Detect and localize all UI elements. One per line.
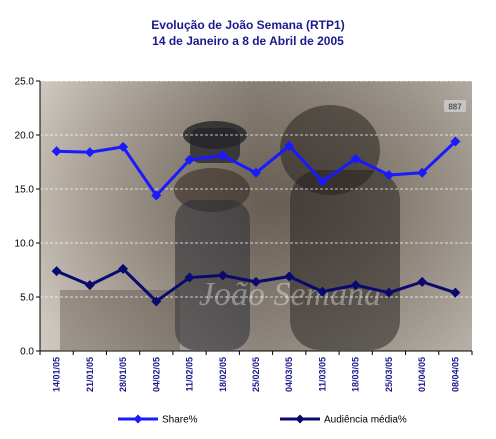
legend-label: Share%	[162, 415, 198, 426]
data-point	[417, 276, 428, 287]
channel-logo	[444, 100, 466, 112]
x-tick-label: 18/03/05	[351, 357, 361, 392]
x-tick-label: 11/02/05	[185, 357, 195, 392]
data-point	[383, 169, 394, 180]
data-point	[251, 276, 261, 287]
y-tick-label: 20.0	[15, 131, 35, 142]
data-point	[151, 190, 162, 201]
y-tick-label: 0.0	[20, 347, 34, 358]
x-tick-label: 21/01/05	[85, 357, 95, 392]
x-tick-label: 01/04/05	[417, 357, 427, 392]
x-tick-label: 28/01/05	[118, 357, 128, 392]
x-tick-label: 25/02/05	[251, 357, 261, 392]
x-tick-label: 18/02/05	[218, 357, 228, 392]
watermark-text: João Semana	[199, 276, 381, 313]
data-point	[84, 147, 95, 158]
data-point	[51, 266, 62, 277]
data-point	[350, 153, 361, 164]
chart-title: Evolução de João Semana (RTP1)	[151, 18, 344, 32]
y-axis-ticks: 0.0 5.0 10.0 15.0 20.0 25.0	[15, 77, 40, 358]
data-point	[350, 280, 361, 291]
chart-subtitle: 14 de Janeiro a 8 de Abril de 2005	[152, 34, 344, 48]
y-tick-label: 5.0	[20, 293, 34, 304]
data-point	[251, 167, 261, 178]
data-point	[51, 146, 62, 157]
channel-logo-text: 887	[448, 103, 462, 112]
x-tick-label: 04/02/05	[151, 357, 161, 392]
data-point	[184, 154, 195, 165]
y-tick-label: 25.0	[15, 77, 35, 88]
x-tick-label: 25/03/05	[384, 357, 394, 392]
y-tick-label: 15.0	[15, 185, 35, 196]
y-tick-label: 10.0	[15, 239, 35, 250]
legend-marker	[133, 414, 143, 424]
data-point	[450, 136, 461, 147]
legend: Share% Audiência média%	[118, 414, 407, 426]
data-point	[383, 287, 394, 298]
axes	[39, 81, 472, 352]
data-point	[317, 176, 328, 187]
data-point	[217, 150, 228, 161]
legend-label: Audiência média%	[324, 415, 407, 426]
data-point	[118, 263, 129, 274]
data-point	[217, 270, 228, 281]
data-point	[417, 167, 428, 178]
x-axis-ticks: 14/01/05 21/01/05 28/01/05 04/02/05 11/02/05…	[39, 351, 473, 392]
data-point	[118, 141, 129, 152]
x-tick-label: 08/04/05	[450, 357, 460, 392]
x-tick-label: 14/01/05	[52, 357, 62, 392]
data-point	[184, 272, 195, 283]
plot-background: 887 João Semana	[40, 81, 472, 351]
data-point	[84, 280, 95, 291]
series-group	[51, 136, 461, 307]
data-point	[317, 286, 328, 297]
data-point	[151, 296, 162, 307]
data-point	[284, 271, 295, 282]
data-point	[450, 287, 461, 298]
gridlines	[40, 80, 472, 298]
data-point	[284, 140, 295, 151]
legend-marker	[295, 414, 305, 424]
x-tick-label: 11/03/05	[317, 357, 327, 392]
x-tick-label: 04/03/05	[284, 357, 294, 392]
